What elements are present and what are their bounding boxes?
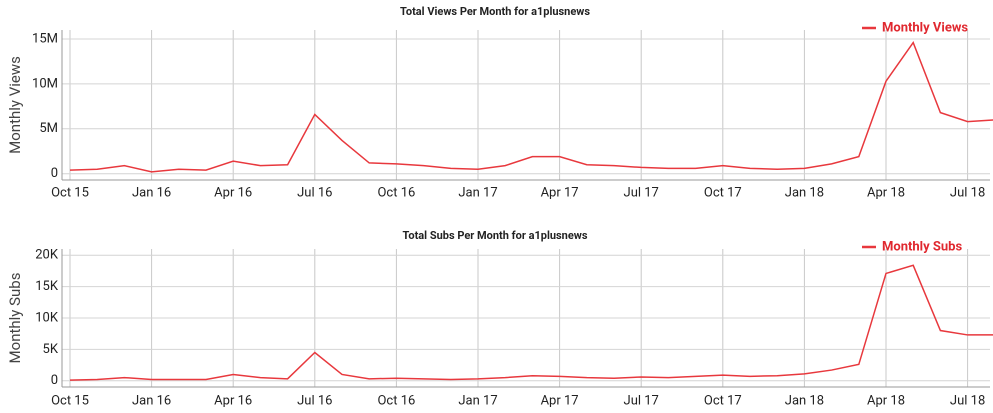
x-tick-label: Apr 17 xyxy=(541,185,579,200)
x-tick-label: Jul 16 xyxy=(297,393,332,408)
x-tick-label: Apr 16 xyxy=(214,393,252,408)
data-line xyxy=(69,40,993,173)
x-tick-label: Jul 18 xyxy=(950,393,985,408)
x-tick-label: Oct 17 xyxy=(704,393,742,408)
x-tick-label: Jan 17 xyxy=(458,185,497,200)
x-tick-label: Oct 15 xyxy=(51,393,89,408)
y-axis-title: Monthly Subs xyxy=(6,273,24,364)
x-tick-label: Apr 18 xyxy=(867,393,905,408)
y-tick-label: 10M xyxy=(32,76,58,91)
data-line xyxy=(69,264,993,381)
y-tick-label: 10K xyxy=(35,310,59,325)
x-tick-label: Apr 17 xyxy=(541,393,579,408)
chart-title: Total Views Per Month for a1plusnews xyxy=(400,5,590,18)
x-tick-label: Apr 18 xyxy=(867,185,905,200)
x-tick-label: Oct 16 xyxy=(377,185,415,200)
x-tick-label: Jul 17 xyxy=(624,393,659,408)
y-axis-title: Monthly Views xyxy=(6,56,24,154)
x-tick-label: Jan 18 xyxy=(785,185,824,200)
x-tick-label: Oct 16 xyxy=(377,393,415,408)
y-tick-label: 0 xyxy=(51,166,58,181)
x-tick-label: Jan 16 xyxy=(132,185,171,200)
y-tick-label: 20K xyxy=(35,248,59,263)
y-tick-label: 5K xyxy=(43,342,59,357)
chart-title: Total Subs Per Month for a1plusnews xyxy=(402,229,587,242)
y-tick-label: 0 xyxy=(51,373,58,388)
x-tick-label: Jul 17 xyxy=(624,185,659,200)
legend-label: Monthly Views xyxy=(882,20,968,35)
y-tick-label: 15K xyxy=(35,279,59,294)
y-tick-label: 5M xyxy=(39,121,58,136)
x-tick-label: Jul 16 xyxy=(297,185,332,200)
x-tick-label: Jan 16 xyxy=(132,393,171,408)
y-tick-label: 15M xyxy=(32,31,58,46)
legend-label: Monthly Subs xyxy=(882,239,962,254)
x-tick-label: Oct 15 xyxy=(51,185,89,200)
x-tick-label: Oct 17 xyxy=(704,185,742,200)
x-tick-label: Jan 18 xyxy=(785,393,824,408)
x-tick-label: Apr 16 xyxy=(214,185,252,200)
x-tick-label: Jul 18 xyxy=(950,185,985,200)
x-tick-label: Jan 17 xyxy=(458,393,497,408)
